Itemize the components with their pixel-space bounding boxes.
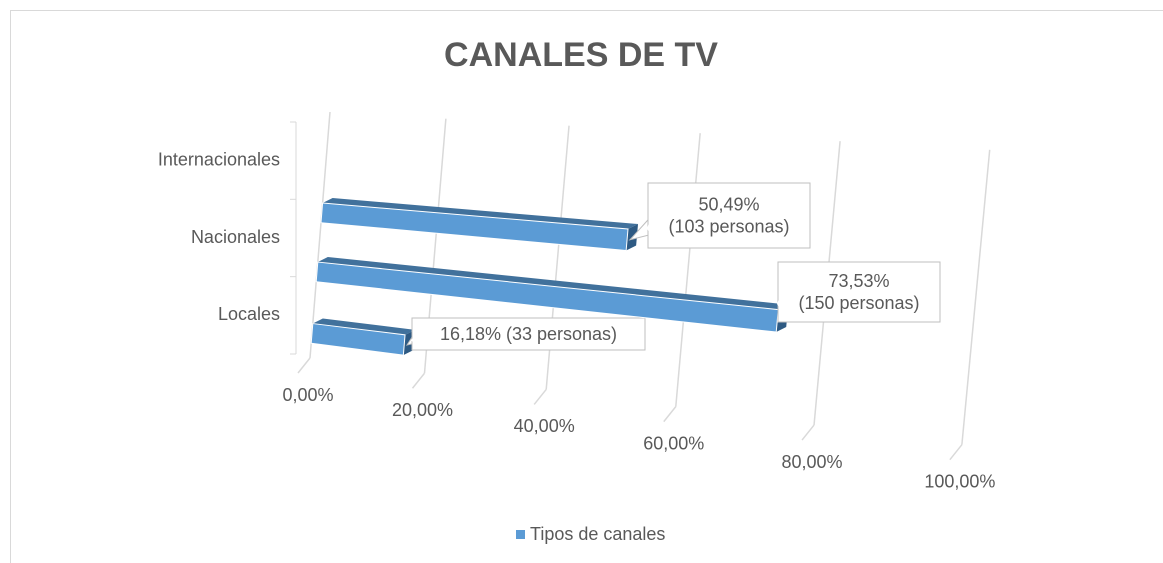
chart-border bbox=[10, 10, 1163, 563]
floor-line bbox=[663, 406, 677, 423]
callout-cover bbox=[411, 336, 414, 343]
x-tick-label: 100,00% bbox=[924, 471, 995, 491]
grid-line bbox=[961, 149, 991, 445]
bar bbox=[310, 323, 406, 356]
floor-line bbox=[801, 424, 815, 441]
callout-cover bbox=[777, 296, 780, 309]
x-tick-label: 80,00% bbox=[782, 452, 843, 472]
callout-box bbox=[411, 317, 646, 351]
grid-line bbox=[309, 111, 331, 359]
chart-title: CANALES DE TV bbox=[444, 36, 718, 74]
bar-top bbox=[312, 318, 416, 335]
bar bbox=[320, 202, 629, 252]
legend-label: Tipos de canales bbox=[530, 524, 665, 544]
callout-cover bbox=[647, 220, 650, 234]
data-label: 50,49% (103 personas) bbox=[668, 194, 789, 236]
floor-line bbox=[533, 388, 547, 405]
callout-box bbox=[777, 261, 941, 323]
bar bbox=[315, 261, 779, 333]
floor-line bbox=[949, 444, 963, 461]
floor-line bbox=[297, 357, 311, 374]
x-tick-label: 60,00% bbox=[643, 433, 704, 453]
floor-line bbox=[411, 372, 426, 389]
bar-top bbox=[317, 257, 789, 310]
x-tick-label: 0,00% bbox=[282, 385, 333, 405]
callout-box bbox=[647, 182, 811, 249]
bar-top bbox=[322, 198, 639, 230]
x-tick-label: 20,00% bbox=[392, 400, 453, 420]
x-tick-label: 40,00% bbox=[514, 416, 575, 436]
data-label: 16,18% (33 personas) bbox=[440, 324, 617, 344]
data-label: 73,53% (150 personas) bbox=[798, 271, 919, 313]
grid-line bbox=[675, 133, 701, 407]
y-tick-label: Internacionales bbox=[158, 149, 280, 169]
y-tick-label: Locales bbox=[218, 304, 280, 324]
legend-swatch bbox=[516, 530, 525, 539]
y-tick-label: Nacionales bbox=[191, 227, 280, 247]
